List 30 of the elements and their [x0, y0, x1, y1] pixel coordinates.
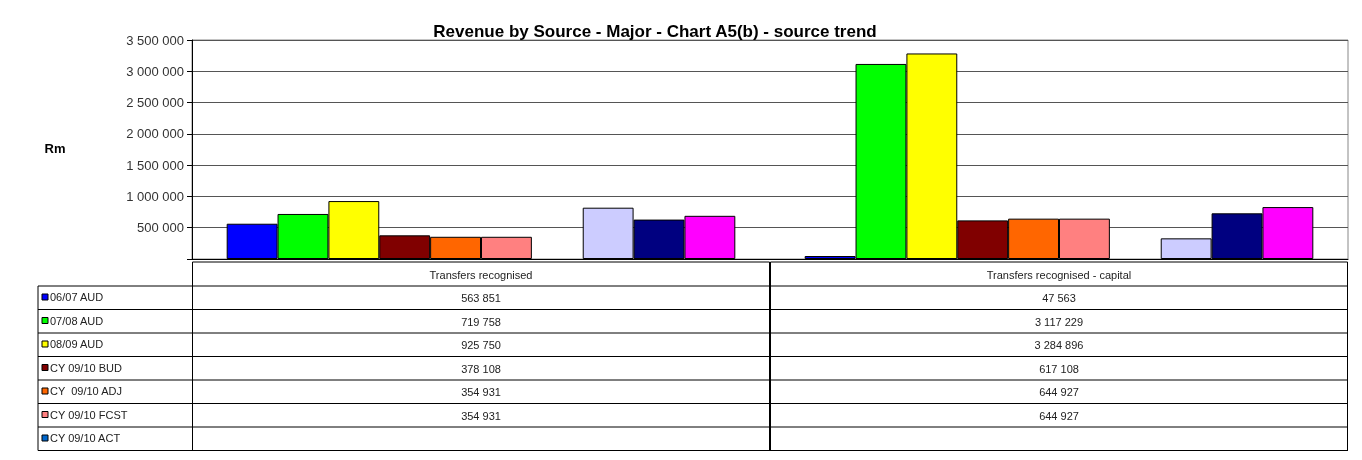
- legend-label: 06/07 AUD: [50, 291, 104, 303]
- y-tick-label: 2 000 000: [126, 126, 184, 142]
- x-tick-label: Transfers recognised: [429, 268, 533, 281]
- legend-label: CY 09/10 ACT: [50, 432, 121, 444]
- legend-label: CY 09/10 BUD: [50, 361, 122, 374]
- legend-label: CY 09/10 FCST: [50, 408, 128, 421]
- legend-label: 08/09 AUD: [50, 338, 104, 350]
- legend-label: 07/08 AUD: [50, 314, 104, 327]
- x-tick-label: Transfers recognised - capital: [986, 268, 1132, 281]
- data-label: 925 750: [461, 339, 501, 351]
- y-tick-label: 1 000 000: [126, 188, 184, 204]
- data-label: 354 931: [461, 386, 501, 398]
- legend-label: CY 09/10 ADJ: [50, 385, 122, 397]
- data-label: 644 927: [1039, 409, 1079, 422]
- y-tick-label: 500 000: [137, 220, 184, 236]
- y-tick-label: 2 500 000: [126, 95, 184, 111]
- y-axis-title: Rm: [44, 140, 66, 156]
- data-label: 617 108: [1039, 362, 1079, 375]
- y-tick-label: 3 000 000: [126, 63, 184, 79]
- data-label: 3 117 229: [1034, 315, 1084, 328]
- data-label: 719 758: [461, 315, 501, 328]
- chart-title: Revenue by Source - Major - Chart A5(b) - source trend: [433, 22, 877, 41]
- data-label: 644 927: [1039, 386, 1079, 398]
- data-label: 3 284 896: [1034, 339, 1084, 351]
- y-tick-label: 1 500 000: [126, 157, 184, 173]
- data-label: 378 108: [461, 362, 501, 375]
- data-label: 563 851: [461, 292, 501, 304]
- y-tick-label: 3 500 000: [126, 32, 184, 48]
- data-label: 354 931: [461, 409, 501, 422]
- data-label: 47 563: [1042, 292, 1076, 304]
